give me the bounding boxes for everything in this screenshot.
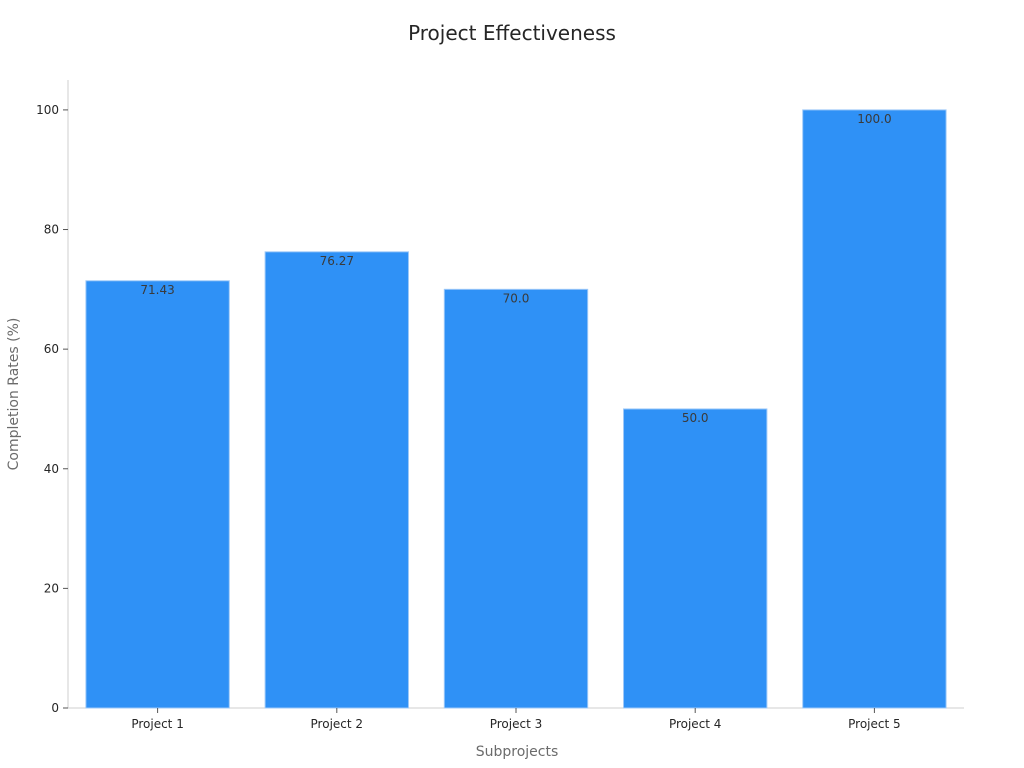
bar [85, 280, 230, 709]
bar-value-label: 71.43 [140, 283, 174, 297]
bar [623, 408, 768, 709]
plot-area: 0 20 40 60 80 100 71.43 Project 1 76.27 Project 2… [36, 80, 964, 731]
chart-title: Project Effectiveness [408, 21, 616, 45]
bar-value-label: 50.0 [682, 411, 709, 425]
bar-value-label: 100.0 [857, 112, 891, 126]
bar-value-label: 76.27 [320, 254, 354, 268]
bar [802, 109, 947, 709]
y-tick-label: 40 [44, 462, 59, 476]
y-tick-label: 80 [44, 223, 59, 237]
y-tick-label: 60 [44, 342, 59, 356]
y-axis-label: Completion Rates (%) [6, 318, 22, 471]
y-tick-label: 20 [44, 581, 59, 595]
x-tick-label: Project 5 [848, 717, 901, 731]
y-tick-label: 0 [51, 701, 59, 715]
bar [264, 251, 409, 709]
x-tick-label: Project 1 [131, 717, 184, 731]
x-tick-label: Project 2 [311, 717, 364, 731]
y-tick-label: 100 [36, 103, 59, 117]
bar-value-label: 70.0 [503, 291, 530, 305]
x-axis-label: Subprojects [476, 744, 559, 760]
x-tick-label: Project 4 [669, 717, 722, 731]
bar [443, 288, 589, 709]
x-tick-label: Project 3 [490, 717, 543, 731]
